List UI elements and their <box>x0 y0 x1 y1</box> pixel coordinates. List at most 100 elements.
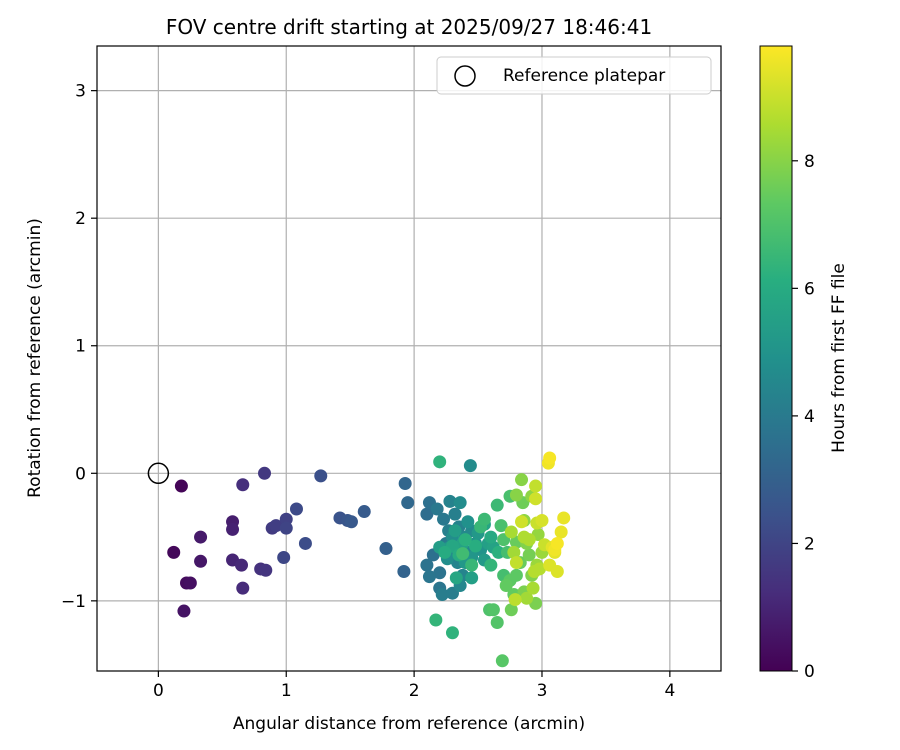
scatter-point <box>258 466 272 480</box>
scatter-point <box>509 568 523 582</box>
y-tick-label: −1 <box>61 592 86 612</box>
scatter-point <box>499 579 513 593</box>
scatter-point <box>174 479 188 493</box>
scatter-point <box>420 558 434 572</box>
legend: Reference platepar <box>436 56 712 95</box>
scatter-point <box>449 571 463 585</box>
y-tick-label: 1 <box>75 337 86 357</box>
scatter-point <box>357 505 371 519</box>
scatter-point <box>509 488 523 502</box>
scatter-point <box>557 511 571 525</box>
scatter-point <box>458 533 472 547</box>
colorbar-ticks: 0 2 4 6 8 <box>792 152 815 682</box>
scatter-point <box>445 626 459 640</box>
scatter-point <box>289 502 303 516</box>
colorbar-tick-label: 8 <box>804 152 815 172</box>
scatter-point <box>508 593 522 607</box>
scatter-point <box>429 613 443 627</box>
y-tick-label: 2 <box>75 209 86 229</box>
colorbar-tick-label: 0 <box>804 662 815 682</box>
scatter-point <box>438 545 452 559</box>
scatter-point <box>529 479 543 493</box>
scatter-point <box>492 545 506 559</box>
y-axis-label: Rotation from reference (arcmin) <box>25 218 45 498</box>
scatter-point <box>484 558 498 572</box>
scatter-point <box>177 604 191 618</box>
colorbar-tick-label: 6 <box>804 279 815 299</box>
scatter-point <box>314 469 328 483</box>
scatter-point <box>504 603 518 617</box>
scatter-points <box>167 451 571 668</box>
scatter-point <box>554 525 568 539</box>
scatter-point <box>529 492 543 506</box>
scatter-point <box>298 536 312 550</box>
scatter-point <box>435 587 449 601</box>
colorbar-gradient <box>759 45 793 672</box>
scatter-point <box>494 519 508 533</box>
scatter-point <box>433 455 447 469</box>
scatter-point <box>468 539 482 553</box>
scatter-point <box>507 545 521 559</box>
scatter-point <box>236 478 250 492</box>
scatter-point <box>515 515 529 529</box>
colorbar-tick-label: 4 <box>804 407 815 427</box>
legend-box <box>436 56 712 95</box>
colorbar-label: Hours from first FF file <box>829 263 849 453</box>
plot-frame <box>96 45 722 672</box>
y-tick-label: 3 <box>75 82 86 102</box>
scatter-point <box>522 548 536 562</box>
x-tick-label: 0 <box>153 681 164 701</box>
x-tick-label: 4 <box>664 681 675 701</box>
scatter-point <box>259 563 273 577</box>
scatter-point <box>465 558 479 572</box>
scatter-point <box>477 512 491 526</box>
scatter-point <box>520 591 534 605</box>
scatter-point <box>269 519 283 533</box>
scatter-point <box>344 515 358 529</box>
y-axis-ticks: −1 0 1 2 3 <box>61 82 97 612</box>
scatter-point <box>430 502 444 516</box>
scatter-point <box>550 536 564 550</box>
scatter-point <box>550 565 564 579</box>
scatter-point <box>236 581 250 595</box>
x-tick-label: 3 <box>537 681 548 701</box>
scatter-point <box>398 477 412 490</box>
colorbar-tick-label: 2 <box>804 534 815 554</box>
scatter-point <box>433 566 447 580</box>
scatter-point <box>515 473 529 487</box>
chart-title: FOV centre drift starting at 2025/09/27 … <box>166 15 652 39</box>
scatter-point <box>465 571 479 585</box>
scatter-point <box>543 451 557 465</box>
scatter-point <box>194 530 208 544</box>
scatter-point <box>167 545 181 559</box>
scatter-point <box>226 522 240 536</box>
scatter-point <box>183 576 197 590</box>
scatter-point <box>461 515 475 529</box>
scatter-point <box>234 558 248 572</box>
scatter-point <box>486 603 500 617</box>
scatter-point <box>448 524 462 538</box>
scatter-point <box>277 550 291 564</box>
scatter-point <box>490 498 504 512</box>
scatter-point <box>279 512 293 526</box>
legend-label: Reference platepar <box>503 66 665 86</box>
scatter-point <box>463 459 477 473</box>
scatter-point <box>490 616 504 630</box>
scatter-point <box>279 521 293 535</box>
scatter-point <box>379 542 393 556</box>
x-tick-label: 1 <box>281 681 292 701</box>
x-tick-label: 2 <box>409 681 420 701</box>
colorbar: 0 2 4 6 8 Hours from first FF file <box>759 45 849 682</box>
x-axis-ticks: 0 1 2 3 4 <box>153 671 675 701</box>
x-axis-label: Angular distance from reference (arcmin) <box>233 714 585 734</box>
scatter-point <box>517 530 531 544</box>
scatter-point <box>401 496 415 510</box>
scatter-point <box>422 570 436 584</box>
scatter-point <box>456 547 470 561</box>
scatter-point <box>535 513 549 527</box>
scatter-point <box>437 512 451 526</box>
scatter-point <box>448 507 462 521</box>
scatter-point <box>420 507 434 521</box>
scatter-point <box>443 494 457 508</box>
